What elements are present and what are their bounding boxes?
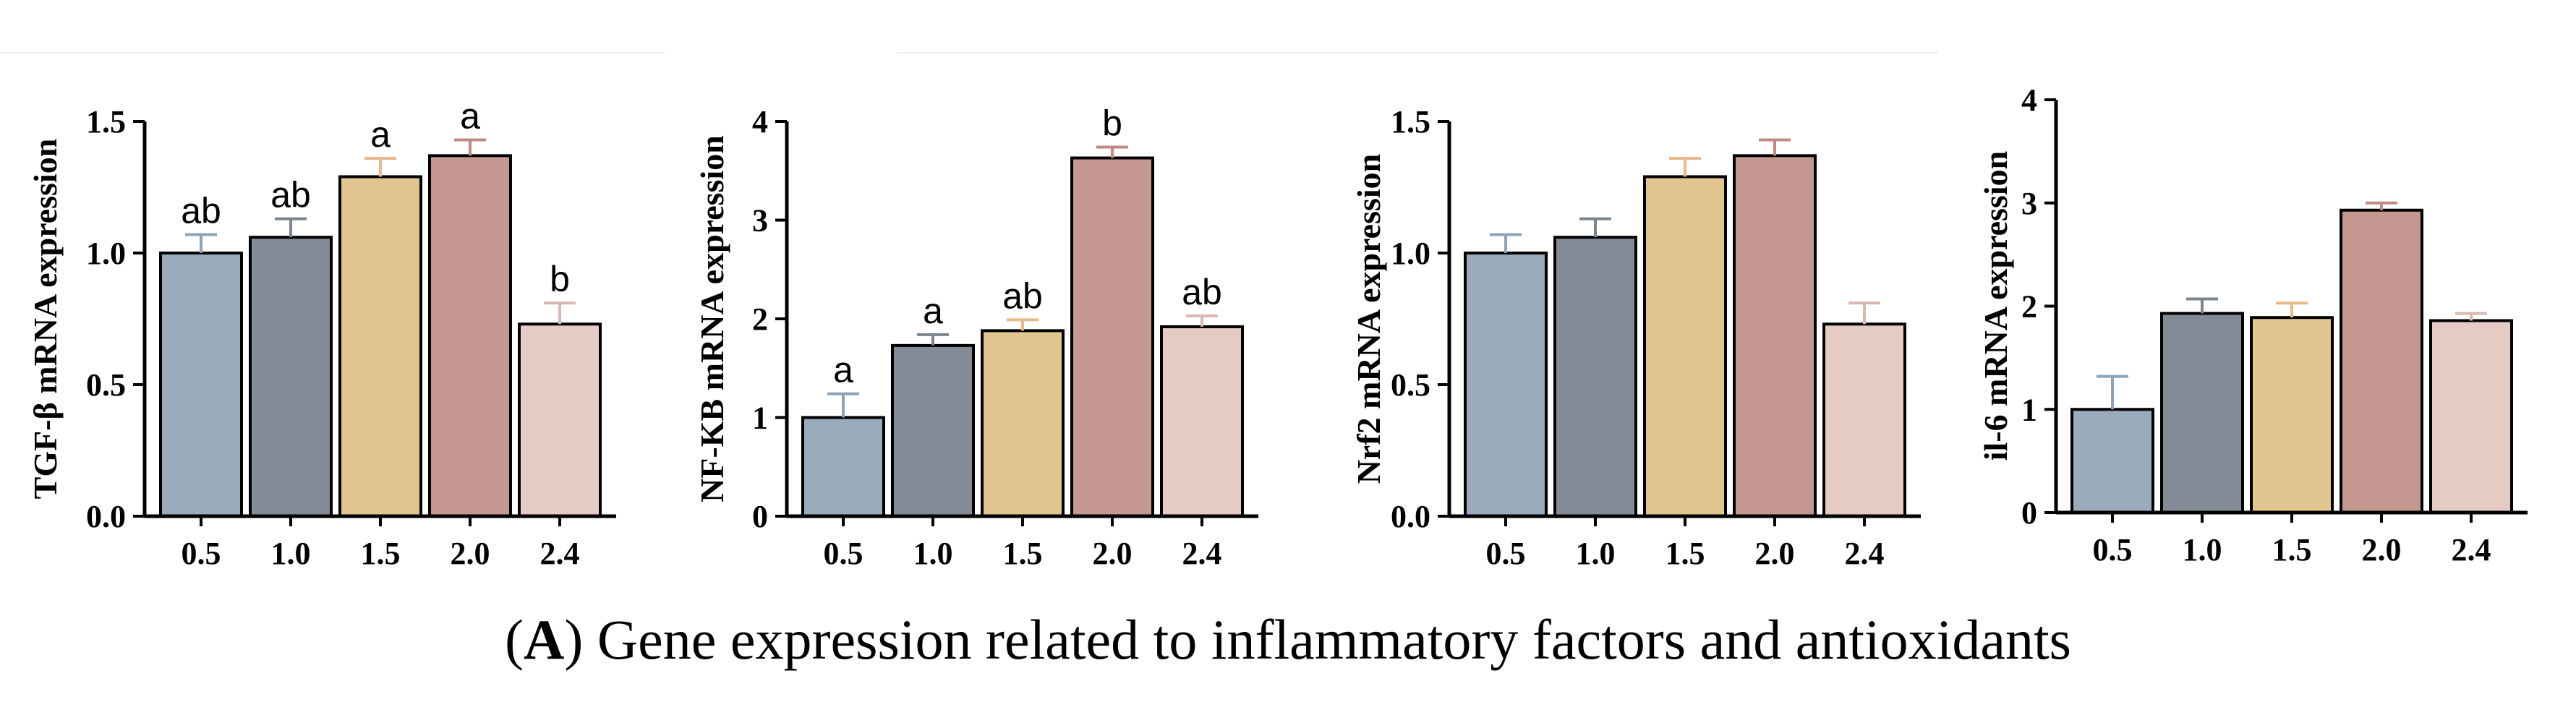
significance-label: a xyxy=(460,95,480,136)
bar-2-0 xyxy=(428,154,512,518)
x-tick-label: 1.5 xyxy=(1666,536,1705,571)
bar-0-5 xyxy=(801,416,885,518)
x-tick-label: 1.0 xyxy=(1576,536,1616,571)
bar-2-0 xyxy=(1070,156,1154,518)
x-tick-label: 2.4 xyxy=(1845,536,1885,571)
x-tick-label: 0.5 xyxy=(824,536,863,571)
x-tick-label: 1.0 xyxy=(913,536,953,571)
y-tick-label: 1.0 xyxy=(86,236,126,271)
bar-2-4 xyxy=(1160,325,1244,518)
chart-panel-il-6: 0.5 1.0 1.5 2.0 2.4 0 1 2 3 4il-6 mRNA expression xyxy=(1977,82,2528,568)
bar-2-4 xyxy=(1822,322,1906,518)
y-tick-label: 4 xyxy=(2021,82,2037,118)
x-tick-label: 0.5 xyxy=(1486,536,1526,571)
top-divider-right xyxy=(897,52,1938,53)
y-tick-label: 0.0 xyxy=(1391,499,1430,534)
x-tick-label: 1.5 xyxy=(2272,532,2312,568)
y-tick-label: 3 xyxy=(2021,186,2037,221)
significance-label: b xyxy=(550,259,570,299)
caption-close-paren: ) xyxy=(564,608,584,671)
bar-0-5 xyxy=(2070,408,2154,514)
y-tick-label: 1.0 xyxy=(1391,236,1430,271)
chart-panel-nf-kb: a 0.5 a 1.0 ab 1.5 b 2.0 ab 2.4 0 1 2 3 4 NF-KB mRNA ex… xyxy=(694,103,1258,571)
y-axis-title: il-6 mRNA expression xyxy=(1977,151,2014,461)
bar-2-4 xyxy=(518,322,602,518)
y-tick-label: 3 xyxy=(752,203,768,239)
bar-1-0 xyxy=(249,236,333,518)
significance-label: ab xyxy=(1002,275,1043,316)
y-tick-label: 1.5 xyxy=(1391,104,1430,140)
y-tick-label: 0.5 xyxy=(86,367,126,403)
y-tick-label: 1 xyxy=(752,401,768,436)
caption-text: Gene expression related to inflammatory … xyxy=(583,608,2071,671)
y-axis-title: TGF-β mRNA expression xyxy=(27,139,64,500)
bar-2-0 xyxy=(2340,208,2423,514)
y-tick-label: 2 xyxy=(752,301,768,337)
x-tick-label: 1.5 xyxy=(361,536,401,571)
x-tick-label: 2.0 xyxy=(1755,536,1795,571)
bar-1-5 xyxy=(338,175,422,518)
bar-0-5 xyxy=(159,252,243,518)
significance-label: ab xyxy=(270,175,311,215)
chart-panel-tgf-beta: ab 0.5 ab 1.0 a 1.5 a 2.0 b 2.4 0.0 0.5 1.0 1.5 TGF-β … xyxy=(27,95,616,571)
x-tick-label: 1.5 xyxy=(1003,536,1043,571)
bar-1-5 xyxy=(1643,175,1727,518)
bar-2-4 xyxy=(2429,319,2513,514)
y-tick-label: 0.0 xyxy=(86,499,126,534)
y-tick-label: 0 xyxy=(2021,495,2037,531)
y-tick-label: 0 xyxy=(752,499,768,534)
bar-1-5 xyxy=(2250,316,2334,514)
significance-label: a xyxy=(923,291,943,331)
x-tick-label: 2.0 xyxy=(1093,536,1133,571)
top-divider-left xyxy=(0,52,665,53)
y-tick-label: 4 xyxy=(752,104,768,140)
significance-label: ab xyxy=(181,191,221,231)
x-tick-label: 2.0 xyxy=(451,536,490,571)
x-tick-label: 1.0 xyxy=(271,536,311,571)
bar-1-0 xyxy=(891,343,975,518)
bar-1-0 xyxy=(1553,236,1637,518)
x-tick-label: 2.4 xyxy=(540,536,580,571)
figure-caption: (A) Gene expression related to inflammat… xyxy=(0,607,2576,672)
bar-0-5 xyxy=(1464,252,1548,518)
significance-label: ab xyxy=(1182,272,1222,312)
x-tick-label: 2.0 xyxy=(2362,532,2402,568)
significance-label: b xyxy=(1102,103,1122,143)
y-tick-label: 0.5 xyxy=(1391,367,1430,403)
x-tick-label: 0.5 xyxy=(182,536,221,571)
y-tick-label: 1.5 xyxy=(86,104,126,140)
y-tick-label: 1 xyxy=(2021,392,2037,427)
x-tick-label: 0.5 xyxy=(2093,532,2133,568)
caption-panel-letter: A xyxy=(523,608,565,671)
caption-open-paren: ( xyxy=(505,608,524,671)
bar-2-0 xyxy=(1733,154,1817,518)
y-tick-label: 2 xyxy=(2021,289,2037,325)
significance-label: a xyxy=(833,350,853,390)
significance-label: a xyxy=(370,114,391,155)
bar-1-0 xyxy=(2160,312,2244,514)
x-tick-label: 2.4 xyxy=(2452,532,2491,568)
x-tick-label: 2.4 xyxy=(1182,536,1222,571)
bar-1-5 xyxy=(981,329,1065,518)
x-tick-label: 1.0 xyxy=(2183,532,2222,568)
y-axis-title: Nrf2 mRNA expression xyxy=(1350,154,1387,484)
y-axis-title: NF-KB mRNA expression xyxy=(694,135,730,502)
